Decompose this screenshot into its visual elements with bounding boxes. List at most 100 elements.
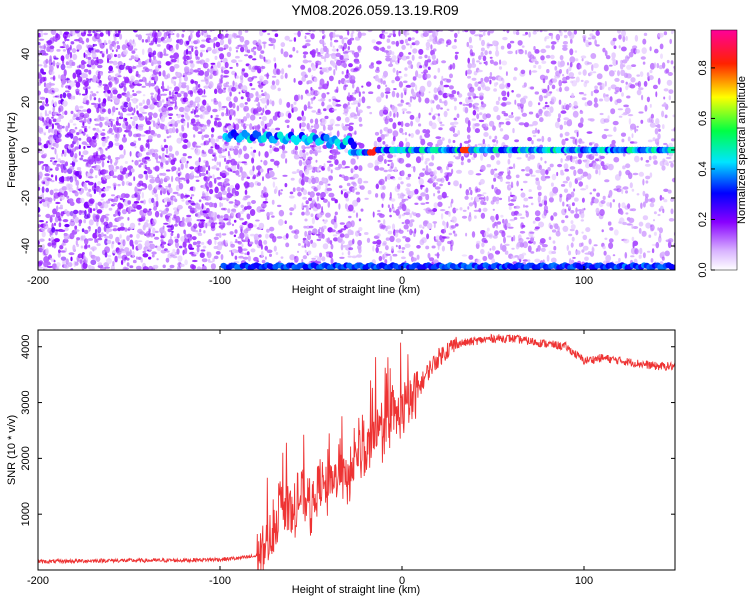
spectrogram-speckle	[441, 40, 445, 44]
spectrogram-speckle	[142, 94, 146, 97]
spectrogram-speckle	[326, 160, 332, 163]
spectrogram-speckle	[266, 249, 273, 254]
spectrogram-speckle	[133, 176, 136, 182]
spectrogram-speckle	[648, 75, 654, 81]
spectrogram-speckle	[67, 33, 71, 38]
spectrogram-speckle	[193, 69, 200, 73]
spectrogram-speckle	[308, 197, 313, 202]
spectrogram-speckle	[545, 169, 549, 175]
spectrogram-speckle	[491, 245, 496, 251]
spectrogram-speckle	[182, 249, 185, 256]
spectrogram-speckle	[262, 41, 267, 45]
spectrogram-speckle	[515, 174, 520, 179]
spectrogram-speckle	[107, 108, 112, 115]
spectrogram-speckle	[405, 208, 411, 214]
spectrogram-speckle	[628, 217, 635, 223]
spectrogram-speckle	[561, 138, 566, 146]
spectrogram-speckle	[574, 50, 578, 53]
spectrogram-speckle	[242, 248, 248, 251]
spectrogram-speckle	[262, 201, 269, 204]
spectrogram-speckle	[176, 93, 182, 98]
spectrogram-speckle	[443, 84, 450, 88]
spectrogram-speckle	[306, 233, 312, 241]
spectrogram-speckle	[525, 31, 528, 35]
spectrogram-speckle	[128, 130, 133, 137]
spectrogram-speckle	[591, 35, 596, 40]
spectrogram-speckle	[666, 162, 669, 167]
spectrogram-speckle	[575, 76, 580, 83]
spectrogram-speckle	[401, 250, 405, 254]
spectrogram-speckle	[617, 30, 621, 34]
spectrogram-speckle	[298, 80, 303, 86]
spectrogram-speckle	[382, 240, 387, 246]
spectrogram-speckle	[51, 116, 54, 119]
spectrogram-speckle	[563, 30, 568, 33]
spectrogram-speckle	[376, 239, 382, 245]
spectrogram-speckle	[329, 131, 332, 137]
spectrogram-speckle	[62, 238, 69, 244]
spectrogram-speckle	[281, 68, 285, 75]
spectrogram-speckle	[98, 80, 102, 86]
spectrogram-speckle	[591, 153, 596, 157]
spectrogram-speckle	[92, 232, 98, 239]
spectrogram-speckle	[587, 37, 592, 40]
spectrogram-speckle	[608, 70, 615, 77]
spectrogram-speckle	[538, 65, 542, 70]
spectrogram-speckle	[385, 84, 388, 88]
spectrogram-speckle	[467, 92, 472, 97]
spectrogram-speckle	[530, 86, 535, 90]
spectrogram-speckle	[455, 156, 461, 160]
spectrogram-speckle	[464, 107, 469, 114]
spectrogram-speckle	[133, 48, 138, 51]
spectrogram-speckle	[415, 129, 420, 135]
spectrogram-speckle	[161, 80, 164, 88]
spectrogram-speckle	[319, 78, 325, 86]
spectrogram-speckle	[217, 121, 222, 128]
spectrogram-speckle	[149, 243, 156, 250]
spectrogram-speckle	[38, 90, 41, 96]
spectrogram-speckle	[215, 41, 221, 48]
spectrogram-speckle	[59, 160, 66, 164]
spectrogram-speckle	[474, 195, 481, 203]
spectrogram-speckle	[388, 118, 393, 123]
spectrogram-speckle	[380, 92, 385, 98]
spectrogram-speckle	[418, 56, 423, 59]
spectrogram-speckle	[383, 70, 388, 78]
chart-title: YM08.2026.059.13.19.R09	[291, 2, 459, 18]
spectrogram-speckle	[119, 234, 122, 239]
spectrogram-speckle	[480, 47, 485, 52]
spectrogram-speckle	[321, 118, 327, 125]
spectrogram-speckle	[239, 217, 244, 221]
spectrogram-speckle	[202, 245, 207, 249]
spectrogram-speckle	[324, 57, 327, 63]
spectrogram-speckle	[145, 82, 150, 87]
spectrogram-speckle	[88, 219, 94, 226]
spectrogram-speckle	[528, 124, 534, 127]
spectrogram-speckle	[562, 46, 568, 51]
spectrogram-speckle	[410, 82, 416, 88]
spectrogram-speckle	[152, 218, 157, 225]
spectrogram-speckle	[191, 47, 194, 52]
spectrogram-speckle	[609, 227, 614, 231]
spectrogram-speckle	[328, 175, 334, 181]
spectrogram-speckle	[240, 46, 245, 53]
spectrogram-speckle	[406, 111, 412, 114]
spectrogram-speckle	[335, 52, 341, 58]
spectrogram-speckle	[293, 203, 297, 210]
spectrogram-speckle	[85, 180, 90, 183]
spectrogram-speckle	[626, 56, 631, 59]
spectrogram-speckle	[306, 122, 310, 130]
spectrogram-speckle	[115, 236, 120, 244]
spectrogram-speckle	[201, 166, 206, 173]
spectrogram-speckle	[66, 65, 73, 69]
spectrogram-speckle	[650, 197, 656, 203]
spectrogram-speckle	[40, 31, 44, 38]
spectrogram-speckle	[468, 254, 474, 260]
spectrogram-speckle	[484, 50, 488, 56]
spectrogram-speckle	[392, 135, 396, 142]
spectrogram-speckle	[318, 61, 322, 65]
spectrogram-speckle	[338, 163, 343, 169]
spectrogram-speckle	[318, 180, 324, 186]
spectrogram-speckle	[229, 66, 233, 69]
spectrogram-speckle	[541, 60, 547, 64]
